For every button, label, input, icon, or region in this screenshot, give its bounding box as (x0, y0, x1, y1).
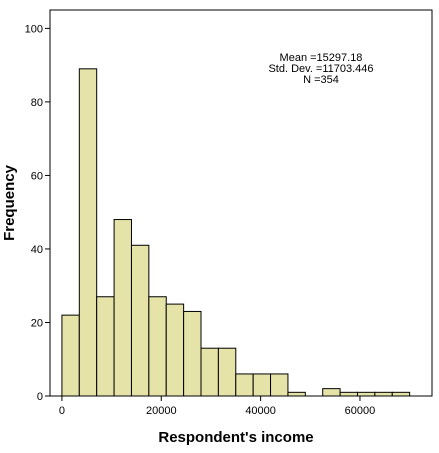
histogram-bar-3 (113, 219, 132, 397)
histogram-bar-12 (270, 373, 289, 397)
histogram-bar-4 (130, 244, 150, 397)
histogram-bar-17 (356, 391, 376, 397)
y-tick-label-3: 60 (31, 170, 43, 182)
histogram-bar-7 (183, 310, 202, 397)
stats-n: N =354 (303, 74, 339, 86)
histogram-bar-19 (391, 391, 411, 397)
y-tick-label-4: 80 (31, 97, 43, 109)
histogram-bar-10 (235, 373, 254, 397)
y-tick-label-1: 20 (31, 317, 43, 329)
y-axis-title: Frequency (1, 164, 18, 241)
histogram-bar-8 (200, 347, 219, 397)
x-axis-title: Respondent's income (158, 429, 313, 446)
histogram-bar-11 (252, 373, 272, 397)
stats-std-dev: Std. Dev. =11703.446 (268, 63, 373, 75)
histogram-bar-6 (165, 303, 185, 397)
stats-mean: Mean =15297.18 (280, 52, 363, 64)
histogram-bar-1 (78, 68, 98, 397)
histogram-bar-9 (217, 347, 237, 397)
histogram-bar-5 (148, 296, 167, 397)
plot-frame (49, 9, 433, 397)
histogram-bar-18 (374, 391, 393, 397)
x-tick-label-3: 60000 (345, 405, 376, 417)
ticks-layer: 0 20 40 60 80 100 0 20000 40000 60000 (25, 23, 376, 417)
x-tick-label-2: 40000 (245, 405, 276, 417)
histogram-bar-16 (339, 391, 358, 397)
y-tick-label-5: 100 (25, 23, 43, 35)
bars-layer (61, 68, 411, 397)
y-tick-label-2: 40 (31, 244, 43, 256)
histogram-bar-2 (96, 296, 115, 397)
histogram-bar-13 (287, 391, 306, 397)
histogram-bar-15 (322, 388, 341, 397)
x-tick-label-0: 0 (59, 405, 65, 417)
x-tick-label-1: 20000 (146, 405, 177, 417)
histogram-bar-0 (61, 314, 80, 397)
y-tick-label-0: 0 (37, 391, 43, 403)
